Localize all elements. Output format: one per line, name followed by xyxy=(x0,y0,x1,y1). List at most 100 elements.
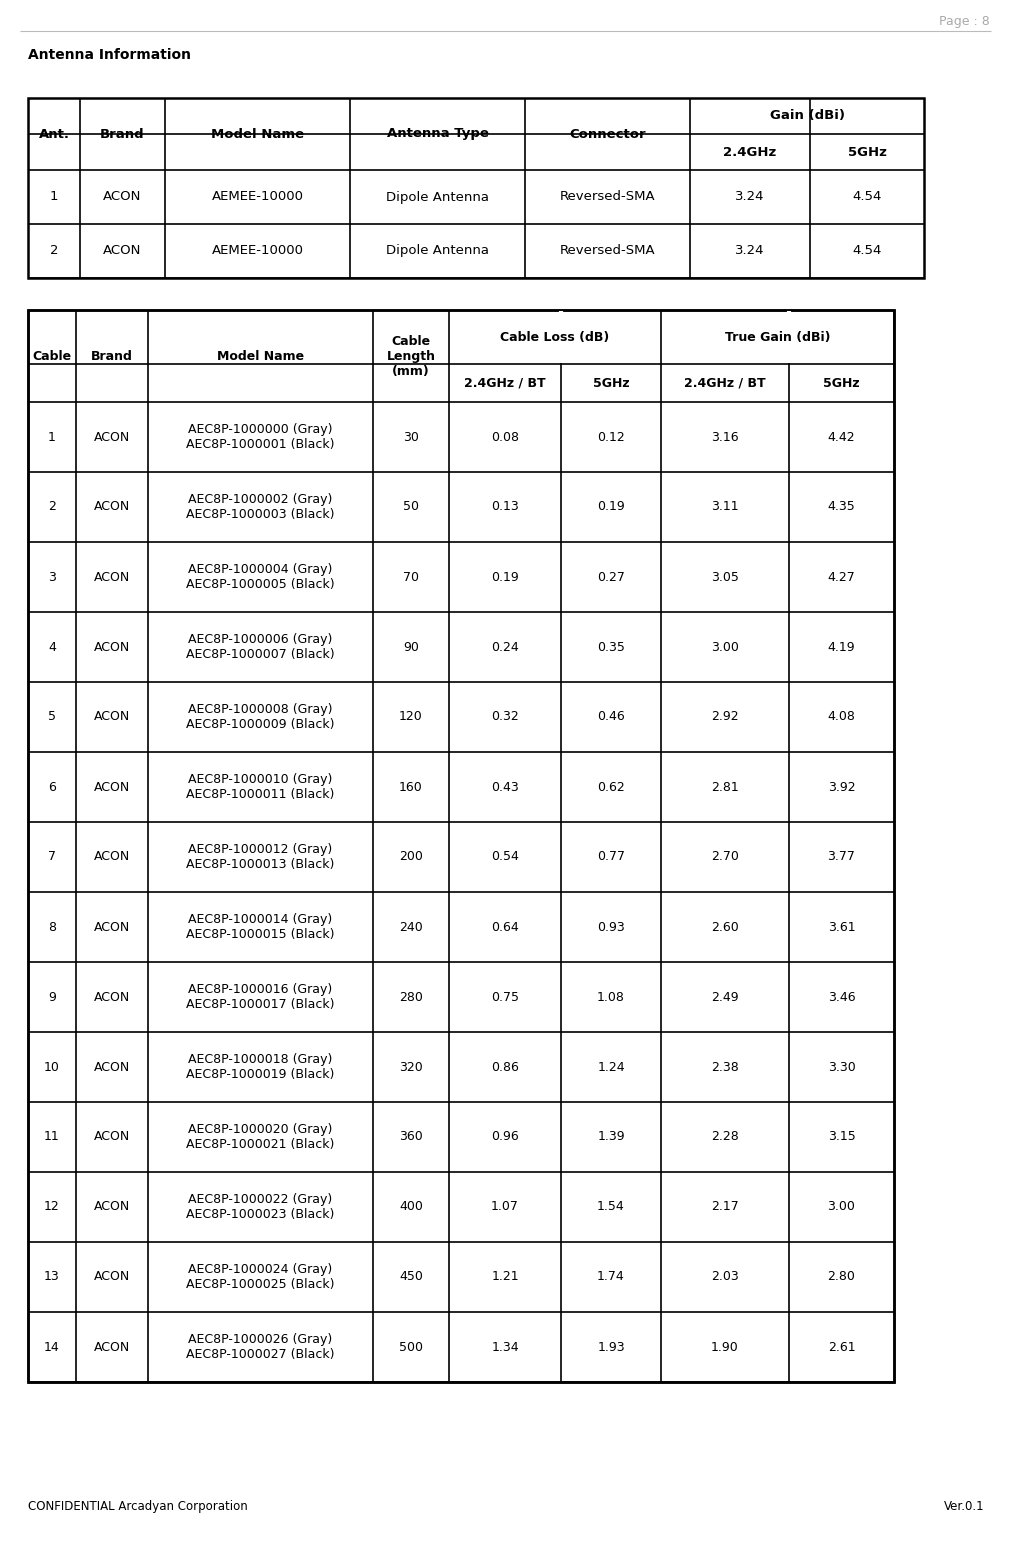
Bar xyxy=(28,99,924,278)
Text: 2.81: 2.81 xyxy=(711,781,739,793)
Text: Ant.: Ant. xyxy=(38,128,70,140)
Text: 9: 9 xyxy=(49,991,56,1003)
Text: 5: 5 xyxy=(48,710,56,724)
Text: 0.62: 0.62 xyxy=(598,781,625,793)
Text: Dipole Antenna: Dipole Antenna xyxy=(386,244,489,258)
Text: CONFIDENTIAL Arcadyan Corporation: CONFIDENTIAL Arcadyan Corporation xyxy=(28,1500,248,1514)
Text: AEC8P-1000018 (Gray)
AEC8P-1000019 (Black): AEC8P-1000018 (Gray) AEC8P-1000019 (Blac… xyxy=(186,1052,335,1082)
Text: 5GHz: 5GHz xyxy=(823,376,859,389)
Text: AEC8P-1000000 (Gray)
AEC8P-1000001 (Black): AEC8P-1000000 (Gray) AEC8P-1000001 (Blac… xyxy=(186,423,335,451)
Text: AEC8P-1000012 (Gray)
AEC8P-1000013 (Black): AEC8P-1000012 (Gray) AEC8P-1000013 (Blac… xyxy=(186,842,335,870)
Text: ACON: ACON xyxy=(94,1200,130,1213)
Text: 4: 4 xyxy=(49,640,56,654)
Text: 0.43: 0.43 xyxy=(491,781,519,793)
Text: 500: 500 xyxy=(399,1341,423,1353)
Text: 1: 1 xyxy=(49,430,56,443)
Text: 1.74: 1.74 xyxy=(598,1270,625,1284)
Text: 3.61: 3.61 xyxy=(828,921,855,934)
Text: 3.00: 3.00 xyxy=(711,640,739,654)
Text: 0.13: 0.13 xyxy=(491,500,519,514)
Text: 1.39: 1.39 xyxy=(598,1131,625,1143)
Text: 2.4GHz: 2.4GHz xyxy=(724,145,776,159)
Text: 200: 200 xyxy=(399,850,423,864)
Text: 240: 240 xyxy=(399,921,423,934)
Text: Model Name: Model Name xyxy=(217,350,304,363)
Text: 3.30: 3.30 xyxy=(828,1060,855,1074)
Text: AEC8P-1000004 (Gray)
AEC8P-1000005 (Black): AEC8P-1000004 (Gray) AEC8P-1000005 (Blac… xyxy=(186,563,335,591)
Text: 400: 400 xyxy=(399,1200,423,1213)
Text: 1.34: 1.34 xyxy=(491,1341,519,1353)
Text: Ver.0.1: Ver.0.1 xyxy=(944,1500,985,1514)
Text: AEMEE-10000: AEMEE-10000 xyxy=(211,244,303,258)
Text: ACON: ACON xyxy=(94,500,130,514)
Text: ACON: ACON xyxy=(94,781,130,793)
Text: 7: 7 xyxy=(48,850,56,864)
Text: 2: 2 xyxy=(49,500,56,514)
Text: 1: 1 xyxy=(50,190,59,204)
Text: 50: 50 xyxy=(403,500,419,514)
Text: 3.92: 3.92 xyxy=(828,781,855,793)
Text: ACON: ACON xyxy=(94,1270,130,1284)
Text: AEMEE-10000: AEMEE-10000 xyxy=(211,190,303,204)
Text: Gain (dBi): Gain (dBi) xyxy=(769,110,844,122)
Text: ACON: ACON xyxy=(103,244,142,258)
Text: 0.35: 0.35 xyxy=(598,640,625,654)
Text: Antenna Information: Antenna Information xyxy=(28,48,191,62)
Text: ACON: ACON xyxy=(94,991,130,1003)
Text: AEC8P-1000026 (Gray)
AEC8P-1000027 (Black): AEC8P-1000026 (Gray) AEC8P-1000027 (Blac… xyxy=(186,1333,335,1361)
Text: Cable
Length
(mm): Cable Length (mm) xyxy=(386,335,436,378)
Text: 30: 30 xyxy=(403,430,419,443)
Text: 2.28: 2.28 xyxy=(711,1131,739,1143)
Bar xyxy=(28,310,894,1383)
Text: AEC8P-1000022 (Gray)
AEC8P-1000023 (Black): AEC8P-1000022 (Gray) AEC8P-1000023 (Blac… xyxy=(186,1193,335,1221)
Text: 12: 12 xyxy=(44,1200,60,1213)
Text: 2.70: 2.70 xyxy=(711,850,739,864)
Text: AEC8P-1000020 (Gray)
AEC8P-1000021 (Black): AEC8P-1000020 (Gray) AEC8P-1000021 (Blac… xyxy=(186,1123,335,1151)
Text: True Gain (dBi): True Gain (dBi) xyxy=(725,330,830,344)
Text: 4.54: 4.54 xyxy=(852,190,882,204)
Text: 0.32: 0.32 xyxy=(491,710,519,724)
Text: 0.54: 0.54 xyxy=(491,850,519,864)
Text: 10: 10 xyxy=(44,1060,60,1074)
Text: AEC8P-1000014 (Gray)
AEC8P-1000015 (Black): AEC8P-1000014 (Gray) AEC8P-1000015 (Blac… xyxy=(186,913,335,941)
Text: 6: 6 xyxy=(49,781,56,793)
Text: 2.60: 2.60 xyxy=(711,921,739,934)
Text: 4.27: 4.27 xyxy=(828,571,855,583)
Text: Reversed-SMA: Reversed-SMA xyxy=(560,244,655,258)
Text: ACON: ACON xyxy=(94,640,130,654)
Text: Cable Loss (dB): Cable Loss (dB) xyxy=(500,330,610,344)
Text: 280: 280 xyxy=(399,991,423,1003)
Text: ACON: ACON xyxy=(94,571,130,583)
Text: 0.12: 0.12 xyxy=(598,430,625,443)
Text: 2.61: 2.61 xyxy=(828,1341,855,1353)
Text: 1.93: 1.93 xyxy=(598,1341,625,1353)
Text: ACON: ACON xyxy=(94,1131,130,1143)
Text: AEC8P-1000002 (Gray)
AEC8P-1000003 (Black): AEC8P-1000002 (Gray) AEC8P-1000003 (Blac… xyxy=(186,494,335,522)
Text: Cable: Cable xyxy=(32,350,72,363)
Text: 13: 13 xyxy=(44,1270,60,1284)
Text: 5GHz: 5GHz xyxy=(847,145,887,159)
Text: 1.24: 1.24 xyxy=(598,1060,625,1074)
Text: ACON: ACON xyxy=(94,921,130,934)
Text: 450: 450 xyxy=(399,1270,423,1284)
Text: 3: 3 xyxy=(49,571,56,583)
Text: 4.19: 4.19 xyxy=(828,640,855,654)
Text: 0.96: 0.96 xyxy=(491,1131,519,1143)
Text: 2.17: 2.17 xyxy=(711,1200,739,1213)
Text: 0.75: 0.75 xyxy=(491,991,519,1003)
Text: Dipole Antenna: Dipole Antenna xyxy=(386,190,489,204)
Text: 3.05: 3.05 xyxy=(711,571,739,583)
Text: ACON: ACON xyxy=(94,430,130,443)
Text: AEC8P-1000006 (Gray)
AEC8P-1000007 (Black): AEC8P-1000006 (Gray) AEC8P-1000007 (Blac… xyxy=(186,633,335,660)
Text: 3.11: 3.11 xyxy=(711,500,739,514)
Text: 4.42: 4.42 xyxy=(828,430,855,443)
Text: 360: 360 xyxy=(399,1131,423,1143)
Text: 14: 14 xyxy=(44,1341,60,1353)
Text: 0.93: 0.93 xyxy=(598,921,625,934)
Text: Antenna Type: Antenna Type xyxy=(386,128,488,140)
Text: Brand: Brand xyxy=(100,128,145,140)
Text: 2.80: 2.80 xyxy=(828,1270,855,1284)
Text: 320: 320 xyxy=(399,1060,423,1074)
Text: 1.90: 1.90 xyxy=(711,1341,739,1353)
Text: 4.08: 4.08 xyxy=(828,710,855,724)
